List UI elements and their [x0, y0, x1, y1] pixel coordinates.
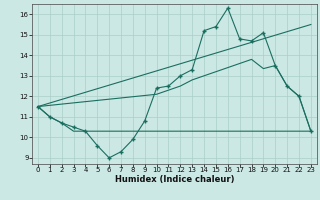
- X-axis label: Humidex (Indice chaleur): Humidex (Indice chaleur): [115, 175, 234, 184]
